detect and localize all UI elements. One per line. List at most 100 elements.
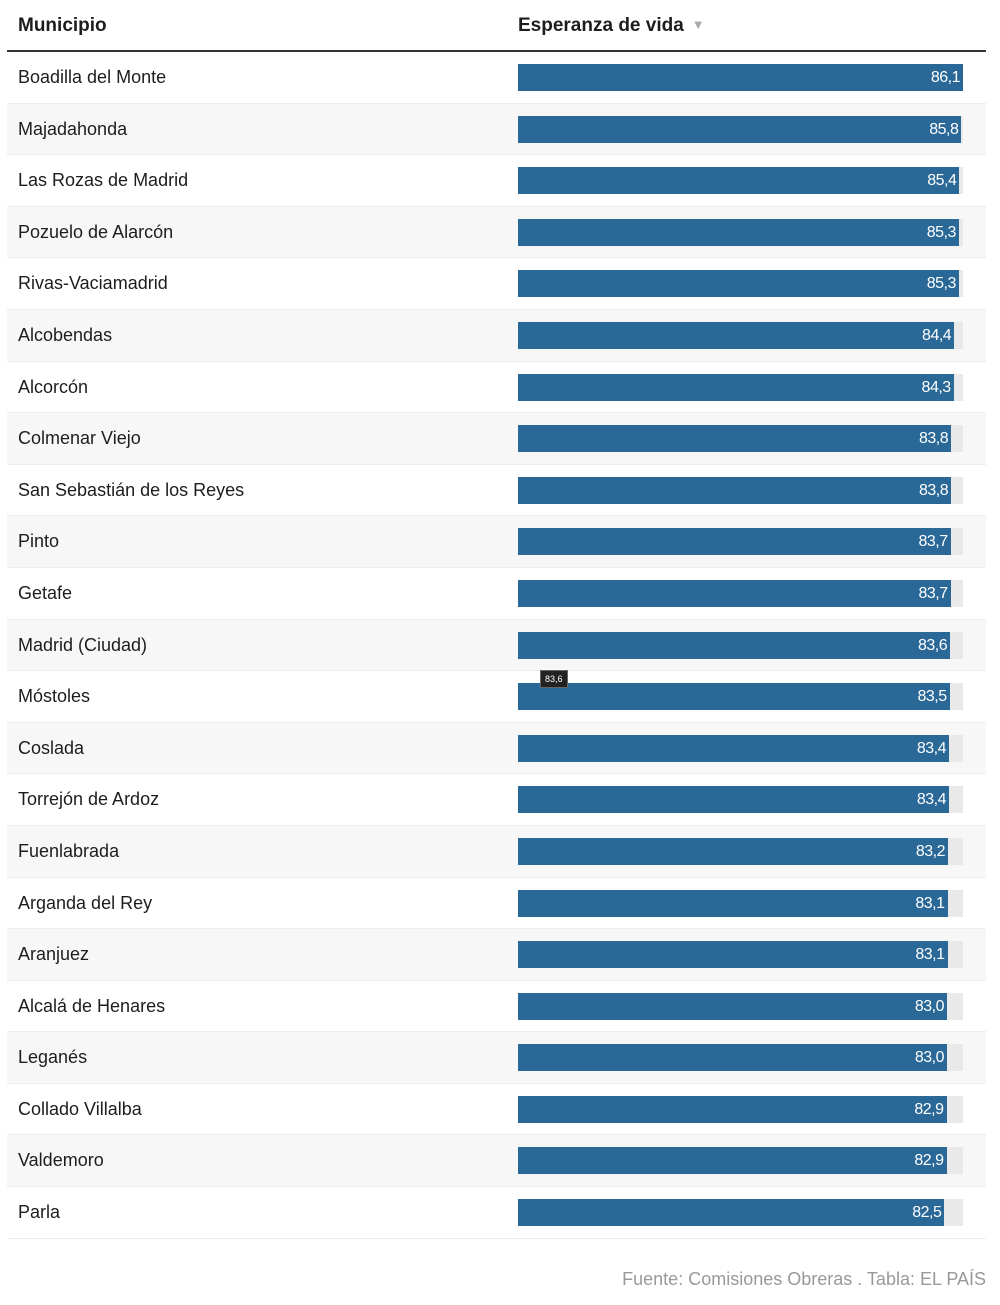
bar-track: 85,8 xyxy=(518,115,963,143)
table-row: San Sebastián de los Reyes 83,8 xyxy=(7,465,986,517)
bar-value-label: 85,3 xyxy=(926,275,957,293)
column-header-municipio[interactable]: Municipio xyxy=(18,15,107,36)
bar[interactable]: 83,7 xyxy=(518,528,951,556)
bar[interactable]: 82,5 xyxy=(518,1199,945,1227)
municipio-name: Boadilla del Monte xyxy=(18,67,167,87)
table-row: Madrid (Ciudad) 83,6 xyxy=(7,619,986,672)
bar-track: 82,5 xyxy=(518,1199,963,1227)
municipio-name: Getafe xyxy=(18,582,73,603)
bar[interactable]: 84,3 xyxy=(518,373,954,401)
bar[interactable]: 83,0 xyxy=(518,992,947,1020)
bar-value-label: 83,1 xyxy=(915,894,945,912)
table-row: Colmenar Viejo 83,8 xyxy=(7,413,986,465)
municipio-name: Las Rozas de Madrid xyxy=(18,170,189,191)
bar-track: 83,5 xyxy=(518,683,963,711)
bar-track: 83,7 xyxy=(518,579,963,607)
bar-track: 85,3 xyxy=(518,218,963,246)
table-row: Coslada 83,4 xyxy=(7,722,986,775)
bar-value-label: 83,5 xyxy=(917,688,947,706)
bar-value-label: 84,3 xyxy=(921,378,952,396)
bar-value-label: 83,4 xyxy=(916,739,947,757)
bar-value-label: 82,5 xyxy=(912,1204,942,1222)
municipio-name: Parla xyxy=(18,1202,61,1223)
bar-value-label: 83,1 xyxy=(915,946,945,964)
bar-value-label: 83,0 xyxy=(914,997,945,1015)
column-header-esperanza[interactable]: Esperanza de vida ▼ xyxy=(518,15,705,37)
bar[interactable]: 85,3 xyxy=(518,270,959,298)
municipio-name: Aranjuez xyxy=(18,944,90,965)
table-row: Valdemoro 82,9 xyxy=(7,1135,986,1188)
bar-value-label: 85,4 xyxy=(927,172,957,190)
bar[interactable]: 83,6 xyxy=(518,631,951,659)
municipio-name: Fuenlabrada xyxy=(18,840,120,861)
bar[interactable]: 83,1 xyxy=(518,889,948,917)
table-row: Boadilla del Monte 86,1 xyxy=(7,52,986,104)
bar-track: 83,1 xyxy=(518,941,963,969)
table-row: Parla 82,5 xyxy=(7,1187,986,1239)
bar[interactable]: 83,1 xyxy=(518,941,948,969)
municipio-name: Valdemoro xyxy=(18,1150,104,1171)
bar-track: 83,6 xyxy=(518,631,963,659)
municipio-name: Pozuelo de Alarcón xyxy=(18,221,174,242)
bar[interactable]: 82,9 xyxy=(518,1095,947,1123)
table-row: Las Rozas de Madrid 85,4 xyxy=(7,155,986,207)
bar[interactable]: 83,4 xyxy=(518,786,949,814)
bar-value-label: 84,4 xyxy=(922,326,952,344)
bar[interactable]: 83,5 xyxy=(518,683,950,711)
municipio-name: Madrid (Ciudad) xyxy=(18,634,148,655)
bar-track: 83,4 xyxy=(518,734,963,762)
table-row: Leganés 83,0 xyxy=(7,1032,986,1084)
municipio-name: Alcorcón xyxy=(18,376,89,397)
bar-value-label: 85,8 xyxy=(929,120,959,138)
bar[interactable]: 83,0 xyxy=(518,1044,947,1072)
bar[interactable]: 83,8 xyxy=(518,476,952,504)
table-row: Pinto 83,7 xyxy=(7,516,986,568)
municipio-name: Pinto xyxy=(18,531,60,552)
bar-value-label: 83,7 xyxy=(918,533,948,551)
table-row: Getafe 83,7 xyxy=(7,568,986,620)
municipio-name: Móstoles xyxy=(18,686,91,707)
table-row: Arganda del Rey 83,1 xyxy=(7,878,986,930)
bar[interactable]: 83,8 xyxy=(518,425,952,453)
bar-track: 83,1 xyxy=(518,889,963,917)
table-row: Móstoles 83,5 xyxy=(7,671,986,723)
bar-value-label: 83,7 xyxy=(918,584,948,602)
table-row: Alcorcón 84,3 xyxy=(7,362,986,414)
municipio-name: Torrejón de Ardoz xyxy=(18,789,160,810)
bar-value-label: 83,6 xyxy=(917,636,948,654)
bar[interactable]: 85,4 xyxy=(518,167,960,195)
table-header: Municipio Esperanza de vida ▼ xyxy=(7,0,986,52)
bar-track: 83,0 xyxy=(518,992,963,1020)
bar[interactable]: 82,9 xyxy=(518,1147,947,1175)
bar-track: 83,8 xyxy=(518,425,963,453)
bar-value-label: 83,2 xyxy=(915,842,946,860)
source-footer: Fuente: Comisiones Obreras . Tabla: EL P… xyxy=(622,1269,986,1289)
bar[interactable]: 86,1 xyxy=(518,64,963,91)
bar[interactable]: 83,7 xyxy=(518,579,951,607)
bar-track: 83,0 xyxy=(518,1044,963,1072)
bar-value-label: 85,3 xyxy=(926,223,957,241)
bar[interactable]: 84,4 xyxy=(518,321,955,349)
tooltip: 83,6 xyxy=(540,670,568,688)
table-row: Alcalá de Henares 83,0 xyxy=(7,981,986,1033)
bar[interactable]: 83,2 xyxy=(518,837,948,865)
bar-track: 84,4 xyxy=(518,321,963,349)
table-row: Torrejón de Ardoz 83,4 xyxy=(7,774,986,826)
table-row: Fuenlabrada 83,2 xyxy=(7,825,986,878)
municipio-name: Collado Villalba xyxy=(18,1098,142,1119)
life-expectancy-table: Municipio Esperanza de vida ▼ Boadilla de… xyxy=(7,0,986,1239)
bar[interactable]: 83,4 xyxy=(518,734,949,762)
municipio-name: Coslada xyxy=(18,737,85,758)
bar-track: 85,4 xyxy=(518,167,963,195)
bar-track: 82,9 xyxy=(518,1095,963,1123)
table-row: Rivas-Vaciamadrid 85,3 xyxy=(7,258,986,310)
table-row: Pozuelo de Alarcón 85,3 xyxy=(7,206,986,259)
table-row: Collado Villalba 82,9 xyxy=(7,1084,986,1136)
bar[interactable]: 85,3 xyxy=(518,218,959,246)
triangle-down-icon[interactable]: ▼ xyxy=(691,17,705,32)
bar-value-label: 83,8 xyxy=(918,430,949,448)
bar-value-label: 83,0 xyxy=(914,1049,945,1067)
bar-track: 83,2 xyxy=(518,837,963,865)
bar[interactable]: 85,8 xyxy=(518,115,962,143)
table-row: Majadahonda 85,8 xyxy=(7,103,986,156)
